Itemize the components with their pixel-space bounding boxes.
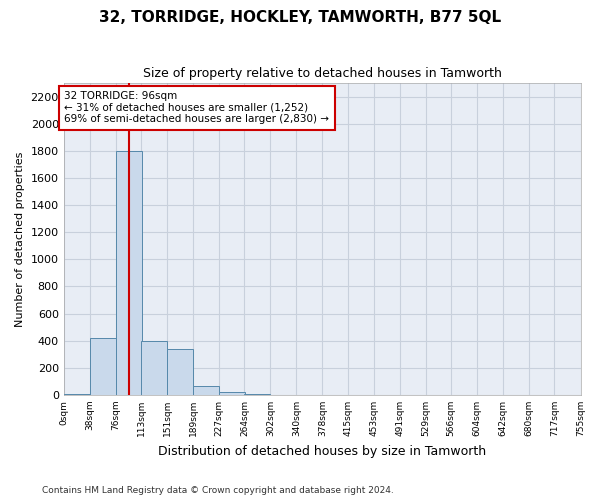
Y-axis label: Number of detached properties: Number of detached properties — [15, 152, 25, 326]
Bar — [90, 338, 116, 395]
Bar — [193, 386, 219, 395]
Bar — [116, 151, 142, 395]
Bar — [64, 394, 89, 395]
Text: 32, TORRIDGE, HOCKLEY, TAMWORTH, B77 5QL: 32, TORRIDGE, HOCKLEY, TAMWORTH, B77 5QL — [99, 10, 501, 25]
Text: Contains HM Land Registry data © Crown copyright and database right 2024.: Contains HM Land Registry data © Crown c… — [42, 486, 394, 495]
Bar — [219, 392, 245, 395]
Bar — [244, 394, 270, 395]
Bar — [167, 349, 193, 395]
Text: 32 TORRIDGE: 96sqm
← 31% of detached houses are smaller (1,252)
69% of semi-deta: 32 TORRIDGE: 96sqm ← 31% of detached hou… — [64, 91, 329, 124]
Title: Size of property relative to detached houses in Tamworth: Size of property relative to detached ho… — [143, 68, 502, 80]
X-axis label: Distribution of detached houses by size in Tamworth: Distribution of detached houses by size … — [158, 444, 486, 458]
Bar — [141, 340, 167, 395]
